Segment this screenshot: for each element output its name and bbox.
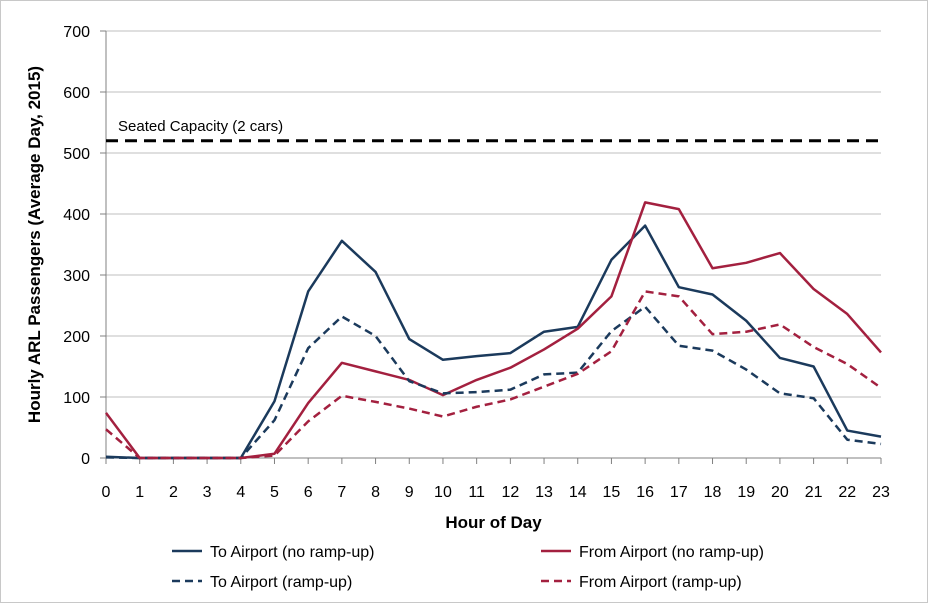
legend-label-from-airport-ramp-up: From Airport (ramp-up)	[579, 574, 742, 591]
x-tick-label-4: 4	[236, 484, 245, 501]
x-tick-label-5: 5	[270, 484, 279, 501]
x-tick-label-18: 18	[704, 484, 722, 501]
legend-label-from-airport-no-ramp-up: From Airport (no ramp-up)	[579, 544, 764, 561]
seated-capacity-reference: Seated Capacity (2 cars)	[106, 118, 881, 143]
x-tick-label-17: 17	[670, 484, 688, 501]
x-tick-label-8: 8	[371, 484, 380, 501]
x-tick-label-14: 14	[569, 484, 587, 501]
x-tick-label-16: 16	[636, 484, 654, 501]
x-tick-label-7: 7	[337, 484, 346, 501]
x-tick-label-19: 19	[737, 484, 755, 501]
y-tick-label-400: 400	[63, 207, 90, 224]
x-tick-label-12: 12	[501, 484, 519, 501]
x-tick-label-20: 20	[771, 484, 789, 501]
x-tick-label-11: 11	[468, 484, 485, 501]
x-axis-title: Hour of Day	[445, 513, 542, 532]
x-tick-label-1: 1	[135, 484, 144, 501]
x-tick-label-0: 0	[102, 484, 111, 501]
y-tick-label-300: 300	[63, 268, 90, 285]
y-tick-label-100: 100	[63, 390, 90, 407]
y-axis-title: Hourly ARL Passengers (Average Day, 2015…	[25, 66, 44, 423]
x-tick-label-13: 13	[535, 484, 553, 501]
grid-lines	[106, 30, 881, 398]
x-tick-label-6: 6	[304, 484, 313, 501]
x-tick-label-2: 2	[169, 484, 178, 501]
series-line-to-airport-ramp-up	[105, 305, 882, 460]
x-tick-label-22: 22	[838, 484, 856, 501]
seated-capacity-label: Seated Capacity (2 cars)	[118, 118, 283, 135]
y-tick-labels: 0 100 200 300 400 500 600 700	[63, 24, 90, 468]
x-tick-labels: 0 1 2 3 4 5 6 7 8 9 10 11 12 13 14 15 16 17 18 19 20 21 22 23	[102, 484, 890, 501]
x-tick-label-9: 9	[405, 484, 414, 501]
legend-label-to-airport-ramp-up: To Airport (ramp-up)	[210, 574, 352, 591]
legend-label-to-airport-no-ramp-up: To Airport (no ramp-up)	[210, 544, 375, 561]
x-tick-label-3: 3	[203, 484, 212, 501]
y-tick-label-700: 700	[63, 24, 90, 41]
series-line-from-airport-no-ramp-up	[104, 201, 882, 460]
y-tick-label-0: 0	[81, 451, 90, 468]
x-tick-label-10: 10	[434, 484, 452, 501]
legend: To Airport (no ramp-up) From Airport (no …	[172, 544, 764, 591]
series-line-from-airport-ramp-up	[105, 290, 882, 460]
x-tick-label-15: 15	[603, 484, 621, 501]
series-lines	[104, 201, 882, 460]
axes	[100, 30, 882, 464]
x-tick-label-23: 23	[872, 484, 890, 501]
x-tick-label-21: 21	[805, 484, 823, 501]
series-line-to-airport-no-ramp-up	[105, 224, 882, 460]
y-tick-label-600: 600	[63, 85, 90, 102]
y-tick-label-500: 500	[63, 146, 90, 163]
y-tick-label-200: 200	[63, 329, 90, 346]
